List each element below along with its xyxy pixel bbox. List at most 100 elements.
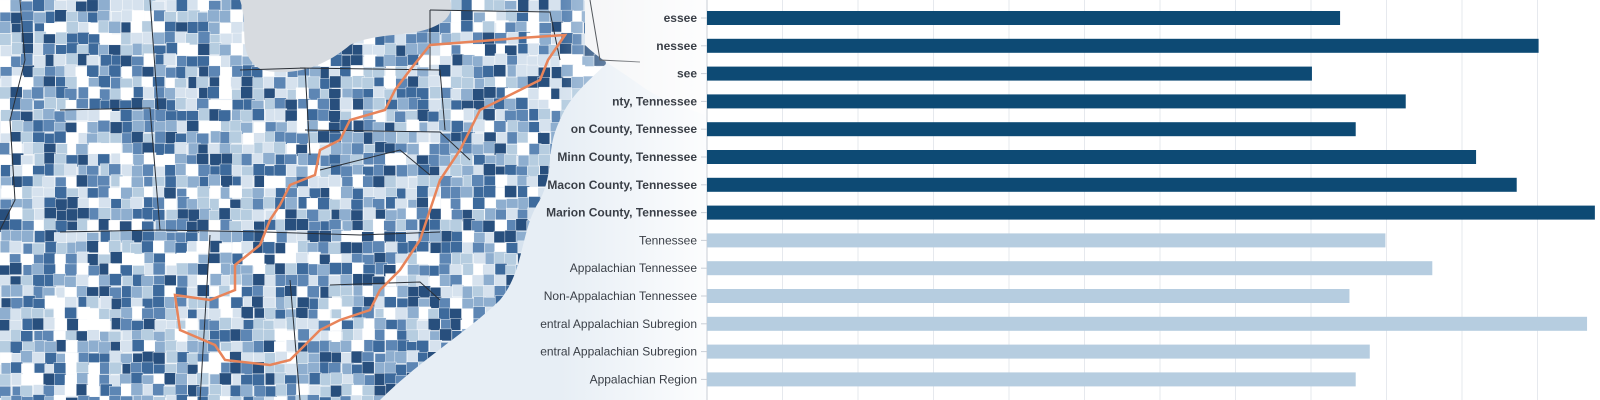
bar[interactable]	[707, 11, 1341, 25]
county-cell	[55, 198, 68, 212]
county-cell	[406, 143, 420, 156]
category-label: on County, Tennessee	[571, 122, 698, 136]
county-cell	[152, 296, 166, 309]
county-cell	[152, 383, 165, 396]
county-cell	[176, 262, 189, 276]
map-fade-overlay	[560, 0, 720, 400]
county-cell	[232, 99, 245, 112]
county-cell	[297, 274, 310, 287]
county-cell	[493, 64, 506, 77]
county-cell	[108, 64, 122, 78]
county-cell	[66, 42, 79, 56]
county-cell	[384, 329, 397, 342]
county-cell	[109, 88, 123, 102]
county-cell	[405, 43, 418, 56]
county-cell	[34, 230, 47, 243]
county-cell	[384, 42, 397, 56]
bar[interactable]	[707, 122, 1356, 137]
county-cell	[309, 372, 322, 385]
county-cell	[55, 242, 69, 255]
county-cell	[240, 175, 254, 188]
county-cell	[251, 209, 265, 222]
choropleth-map[interactable]	[0, 0, 720, 400]
county-cell	[229, 328, 243, 342]
county-cell	[165, 350, 179, 364]
county-cell	[31, 86, 44, 100]
map-canvas[interactable]	[0, 0, 720, 400]
county-cell	[307, 340, 320, 354]
county-cell	[361, 395, 374, 400]
county-cell	[317, 264, 330, 277]
county-cell	[98, 20, 111, 34]
county-cell	[461, 77, 474, 90]
county-cell	[284, 197, 298, 210]
county-cell	[44, 396, 57, 400]
county-cell	[218, 207, 232, 221]
bar[interactable]	[707, 344, 1370, 359]
county-cell	[263, 196, 276, 210]
county-cell	[493, 120, 507, 134]
bar[interactable]	[707, 372, 1356, 387]
county-cell	[197, 196, 210, 210]
category-label: nessee	[656, 39, 697, 53]
county-cell	[438, 64, 451, 77]
county-cell	[372, 218, 386, 232]
county-cell	[86, 384, 99, 397]
county-cell	[383, 75, 397, 89]
county-cell	[340, 340, 353, 353]
county-cell	[32, 394, 46, 400]
county-cell	[120, 208, 134, 221]
county-cell	[64, 276, 77, 289]
county-cell	[274, 97, 287, 110]
county-cell	[397, 97, 410, 111]
county-cell	[264, 307, 277, 320]
county-cell	[418, 329, 431, 342]
county-cell	[76, 121, 89, 135]
county-cell	[9, 262, 22, 275]
county-cell	[317, 275, 331, 288]
plot-background	[707, 0, 1600, 400]
county-cell	[471, 174, 484, 187]
bar[interactable]	[707, 289, 1350, 303]
county-cell	[230, 384, 243, 398]
county-cell	[97, 0, 111, 12]
county-cell	[515, 97, 529, 110]
bar[interactable]	[707, 261, 1433, 276]
county-cell	[427, 111, 441, 124]
bar-chart-panel: essee nessee see nty, Tennessee on County, T…	[540, 0, 1600, 400]
county-cell	[328, 242, 341, 255]
bar[interactable]	[707, 94, 1406, 109]
county-cell	[361, 361, 375, 374]
county-cell	[43, 75, 56, 89]
county-cell	[42, 119, 56, 132]
county-cell	[341, 262, 354, 275]
county-cell	[240, 209, 253, 222]
bar[interactable]	[707, 233, 1386, 248]
county-cell	[395, 364, 408, 377]
bar[interactable]	[707, 150, 1477, 164]
county-cell	[22, 64, 35, 78]
county-cell	[163, 240, 177, 254]
county-cell	[20, 253, 33, 267]
bar[interactable]	[707, 316, 1588, 331]
bar[interactable]	[707, 38, 1539, 53]
county-cell	[264, 175, 277, 189]
county-cell	[374, 317, 387, 330]
county-cell	[526, 32, 539, 45]
county-cell	[53, 395, 67, 400]
county-cell	[262, 141, 276, 155]
county-cell	[32, 351, 45, 365]
county-cell	[296, 218, 309, 232]
bar[interactable]	[707, 205, 1595, 220]
county-cell	[493, 274, 507, 288]
county-cell	[163, 153, 176, 167]
county-cell	[285, 274, 298, 287]
bar[interactable]	[707, 66, 1312, 81]
bar[interactable]	[707, 177, 1517, 192]
county-cell	[196, 153, 209, 166]
county-cell	[450, 186, 463, 199]
county-cell	[75, 143, 89, 156]
county-cell	[297, 296, 310, 310]
county-cell	[317, 176, 331, 190]
county-cell	[504, 185, 517, 198]
